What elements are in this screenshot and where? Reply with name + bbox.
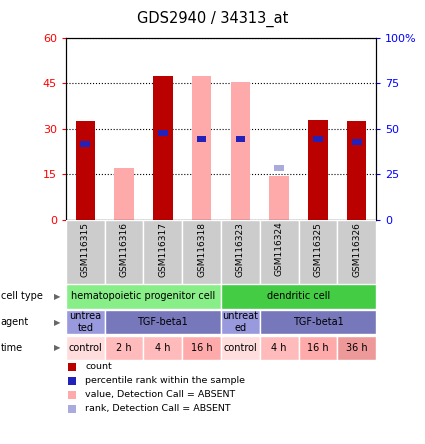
Text: cell type: cell type xyxy=(1,291,43,301)
Text: 4 h: 4 h xyxy=(272,343,287,353)
Text: untreat
ed: untreat ed xyxy=(222,311,258,333)
Bar xyxy=(105,310,221,334)
Text: untrea
ted: untrea ted xyxy=(69,311,101,333)
Text: TGF-beta1: TGF-beta1 xyxy=(137,317,188,327)
Bar xyxy=(80,141,90,147)
Text: 4 h: 4 h xyxy=(155,343,170,353)
Bar xyxy=(221,220,260,284)
Bar xyxy=(66,220,105,284)
Bar xyxy=(235,136,245,143)
Text: GSM116318: GSM116318 xyxy=(197,222,206,277)
Bar xyxy=(192,75,211,220)
Text: value, Detection Call = ABSENT: value, Detection Call = ABSENT xyxy=(85,390,235,399)
Text: GSM116323: GSM116323 xyxy=(236,222,245,277)
Text: ▶: ▶ xyxy=(54,317,61,327)
Bar xyxy=(352,139,362,146)
Text: GSM116325: GSM116325 xyxy=(314,222,323,277)
Bar xyxy=(221,336,260,360)
Bar xyxy=(260,220,298,284)
Text: GSM116315: GSM116315 xyxy=(81,222,90,277)
Bar xyxy=(260,336,298,360)
Text: agent: agent xyxy=(1,317,29,327)
Text: 36 h: 36 h xyxy=(346,343,368,353)
Text: TGF-beta1: TGF-beta1 xyxy=(292,317,343,327)
Bar xyxy=(337,336,376,360)
Bar xyxy=(105,220,143,284)
Text: GSM116326: GSM116326 xyxy=(352,222,361,277)
Bar xyxy=(197,136,207,143)
Bar xyxy=(231,82,250,220)
Text: count: count xyxy=(85,362,112,371)
Text: 2 h: 2 h xyxy=(116,343,132,353)
Text: ▶: ▶ xyxy=(54,343,61,353)
Bar xyxy=(143,336,182,360)
Text: 16 h: 16 h xyxy=(191,343,212,353)
Bar xyxy=(221,310,260,334)
Bar xyxy=(114,168,134,220)
Text: GSM116316: GSM116316 xyxy=(119,222,128,277)
Bar xyxy=(313,136,323,143)
Text: 16 h: 16 h xyxy=(307,343,329,353)
Text: GSM116317: GSM116317 xyxy=(159,222,167,277)
Text: hematopoietic progenitor cell: hematopoietic progenitor cell xyxy=(71,291,215,301)
Bar xyxy=(269,176,289,220)
Bar xyxy=(347,121,366,220)
Bar xyxy=(221,284,376,309)
Bar xyxy=(308,120,328,220)
Bar xyxy=(182,220,221,284)
Text: dendritic cell: dendritic cell xyxy=(267,291,330,301)
Bar xyxy=(260,310,376,334)
Bar xyxy=(76,121,95,220)
Bar xyxy=(66,284,221,309)
Text: control: control xyxy=(68,343,102,353)
Bar xyxy=(182,336,221,360)
Text: GSM116324: GSM116324 xyxy=(275,222,283,277)
Bar xyxy=(66,310,105,334)
Text: rank, Detection Call = ABSENT: rank, Detection Call = ABSENT xyxy=(85,404,231,413)
Text: control: control xyxy=(224,343,257,353)
Bar xyxy=(66,336,105,360)
Bar xyxy=(298,220,337,284)
Bar xyxy=(337,220,376,284)
Text: percentile rank within the sample: percentile rank within the sample xyxy=(85,376,245,385)
Text: ▶: ▶ xyxy=(54,292,61,301)
Bar xyxy=(153,75,173,220)
Text: time: time xyxy=(1,343,23,353)
Bar xyxy=(158,130,168,136)
Bar xyxy=(143,220,182,284)
Bar xyxy=(105,336,143,360)
Text: GDS2940 / 34313_at: GDS2940 / 34313_at xyxy=(137,11,288,27)
Bar xyxy=(298,336,337,360)
Bar xyxy=(274,165,284,171)
